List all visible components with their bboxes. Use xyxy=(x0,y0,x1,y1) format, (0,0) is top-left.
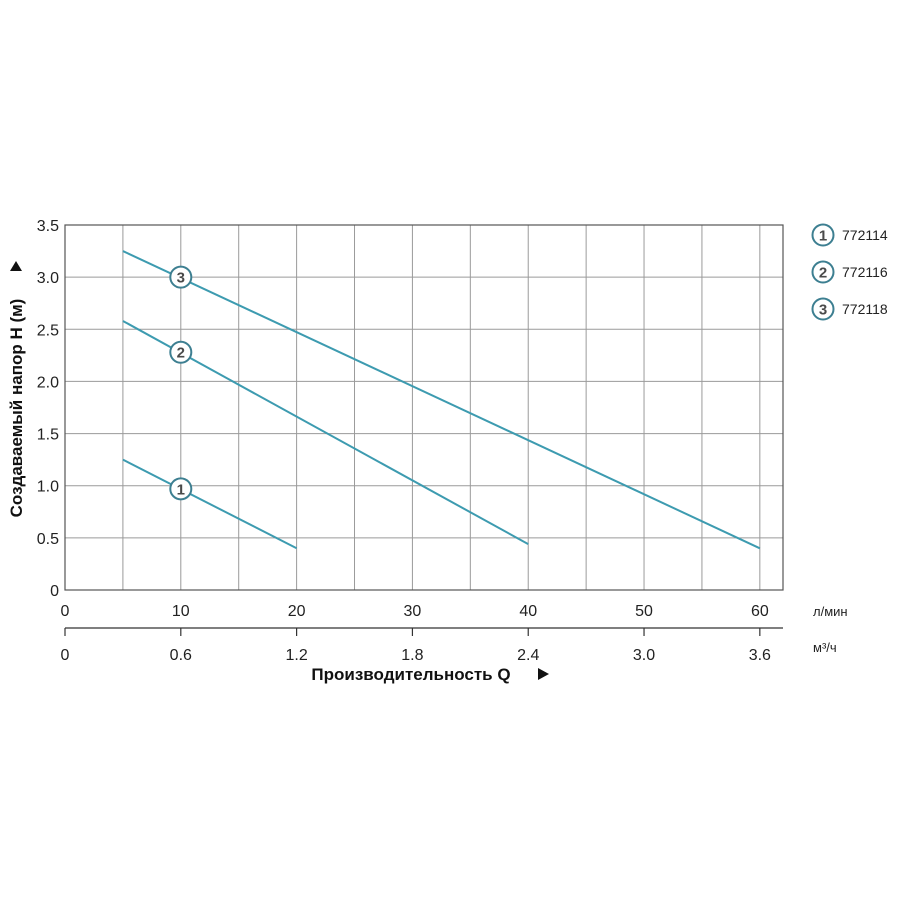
y-tick-label: 0 xyxy=(50,583,59,600)
x-axis-title: Производительность Q xyxy=(311,665,510,684)
series-lines xyxy=(122,250,761,550)
legend-marker-label: 2 xyxy=(819,265,827,282)
legend-marker-circle xyxy=(811,223,835,247)
x2-tick-label: 0.6 xyxy=(170,647,192,664)
x2-tick-label: 1.2 xyxy=(285,647,307,664)
x-tick-label: 50 xyxy=(635,603,653,620)
y-tick-label: 1.5 xyxy=(37,427,59,444)
legend-marker-label: 3 xyxy=(819,302,827,319)
legend-entry-label: 772118 xyxy=(842,301,888,317)
legend-entry-label: 772114 xyxy=(842,227,888,243)
series-line-1 xyxy=(122,458,298,550)
series-marker-label: 1 xyxy=(177,481,185,498)
series-line-3 xyxy=(122,250,761,550)
x2-tick-label: 2.4 xyxy=(517,647,539,664)
x-tick-label: 60 xyxy=(751,603,769,620)
legend-marker-label: 1 xyxy=(819,228,827,245)
series-markers: 1 2 3 xyxy=(169,265,193,501)
series-marker-circle xyxy=(169,265,193,289)
x-axis-arrow-icon xyxy=(538,668,549,680)
series-marker-circle xyxy=(169,340,193,364)
x-unit-secondary: м³/ч xyxy=(813,640,837,655)
y-tick-label: 2.0 xyxy=(37,374,59,391)
legend: 1 772114 2 772116 3 772118 xyxy=(811,223,888,321)
x-tick-label: 10 xyxy=(172,603,190,620)
legend-marker-circle xyxy=(811,260,835,284)
y-tick-labels: 0 0.5 1.0 1.5 2.0 2.5 3.0 3.5 xyxy=(37,218,59,600)
y-tick-label: 0.5 xyxy=(37,531,59,548)
legend-entry-label: 772116 xyxy=(842,264,888,280)
x2-tick-label: 0 xyxy=(61,647,70,664)
y-axis-title: Создаваемый напор H (м) xyxy=(7,299,26,518)
legend-marker-circle xyxy=(811,297,835,321)
y-axis-arrow-icon xyxy=(10,261,22,271)
y-tick-label: 3.5 xyxy=(37,218,59,235)
x2-tick-label: 3.6 xyxy=(749,647,771,664)
y-tick-label: 2.5 xyxy=(37,322,59,339)
x-unit-primary: л/мин xyxy=(813,604,848,619)
secondary-x-axis: 0 0.6 1.2 1.8 2.4 3.0 3.6 xyxy=(61,627,783,664)
series-marker-circle xyxy=(169,477,193,501)
x-tick-label: 20 xyxy=(288,603,306,620)
y-tick-label: 3.0 xyxy=(37,270,59,287)
series-marker-label: 2 xyxy=(177,345,185,362)
x-tick-label: 0 xyxy=(61,603,70,620)
x-tick-labels: 0 10 20 30 40 50 60 xyxy=(61,603,769,620)
x-tick-label: 30 xyxy=(404,603,422,620)
x2-tick-label: 3.0 xyxy=(633,647,655,664)
plot-frame xyxy=(64,224,784,591)
y-tick-label: 1.0 xyxy=(37,479,59,496)
x2-tick-label: 1.8 xyxy=(401,647,423,664)
series-marker-label: 3 xyxy=(177,270,185,287)
x-tick-label: 40 xyxy=(519,603,537,620)
